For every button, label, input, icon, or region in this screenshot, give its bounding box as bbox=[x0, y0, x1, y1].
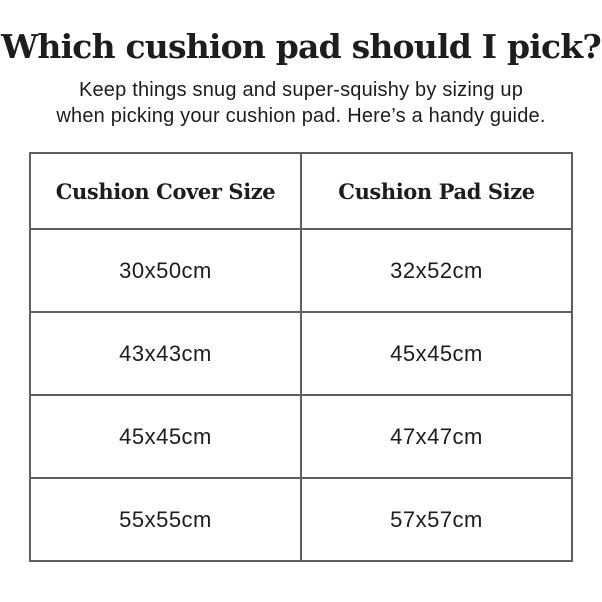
table-header-row: Cushion Cover Size Cushion Pad Size bbox=[29, 152, 573, 230]
table-row: 43x43cm 45x45cm bbox=[29, 311, 573, 396]
header-cushion-pad-size: Cushion Pad Size bbox=[300, 152, 573, 230]
cover-size-cell: 55x55cm bbox=[29, 477, 302, 562]
cover-size-cell: 30x50cm bbox=[29, 228, 302, 313]
table-row: 55x55cm 57x57cm bbox=[29, 477, 573, 562]
pad-size-cell: 47x47cm bbox=[300, 394, 573, 479]
size-guide-table: Cushion Cover Size Cushion Pad Size 30x5… bbox=[29, 152, 573, 562]
cover-size-cell: 45x45cm bbox=[29, 394, 302, 479]
table-row: 30x50cm 32x52cm bbox=[29, 228, 573, 313]
pad-size-cell: 57x57cm bbox=[300, 477, 573, 562]
page-title: Which cushion pad should I pick? bbox=[1, 27, 602, 66]
cover-size-cell: 43x43cm bbox=[29, 311, 302, 396]
pad-size-cell: 45x45cm bbox=[300, 311, 573, 396]
page-subtitle: Keep things snug and super-squishy by si… bbox=[0, 77, 602, 129]
pad-size-cell: 32x52cm bbox=[300, 228, 573, 313]
header-cushion-cover-size: Cushion Cover Size bbox=[29, 152, 302, 230]
subtitle-line-1: Keep things snug and super-squishy by si… bbox=[78, 79, 524, 101]
table-row: 45x45cm 47x47cm bbox=[29, 394, 573, 479]
subtitle-line-2: when picking your cushion pad. Here’s a … bbox=[56, 105, 546, 127]
